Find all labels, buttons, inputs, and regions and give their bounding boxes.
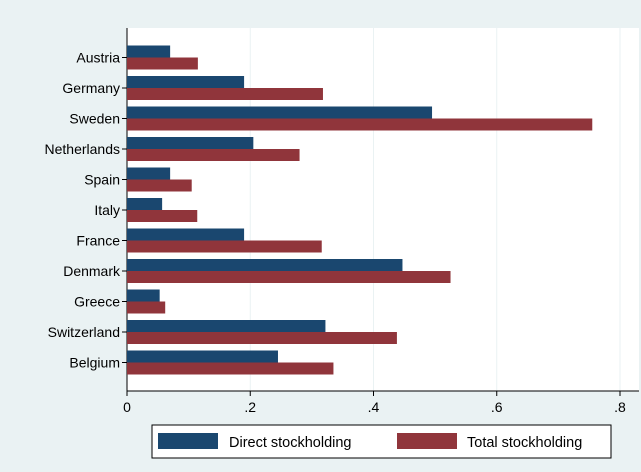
legend: Direct stockholding Total stockholding: [151, 424, 612, 459]
x-tick-label: .8: [614, 399, 626, 415]
bar-total-stockholding-netherlands: [127, 149, 300, 161]
bar-total-stockholding-switzerland: [127, 332, 397, 344]
category-label-greece: Greece: [74, 294, 120, 310]
x-tick-label: 0: [123, 399, 131, 415]
category-label-italy: Italy: [94, 202, 120, 218]
bar-total-stockholding-spain: [127, 179, 192, 192]
bar-direct-stockholding-switzerland: [127, 320, 326, 332]
bar-direct-stockholding-denmark: [127, 259, 403, 271]
legend-swatch-total: [397, 433, 457, 449]
legend-box: [151, 424, 612, 459]
bar-total-stockholding-greece: [127, 301, 166, 314]
category-label-austria: Austria: [76, 50, 120, 66]
bar-total-stockholding-belgium: [127, 362, 334, 375]
bar-total-stockholding-germany: [127, 88, 323, 100]
category-label-switzerland: Switzerland: [48, 324, 120, 340]
bar-direct-stockholding-belgium: [127, 350, 278, 363]
bar-direct-stockholding-italy: [127, 198, 163, 210]
category-label-spain: Spain: [84, 172, 120, 188]
bar-direct-stockholding-germany: [127, 76, 245, 88]
x-tick-label: .6: [491, 399, 503, 415]
bar-total-stockholding-austria: [127, 57, 198, 70]
category-label-germany: Germany: [62, 80, 120, 96]
bars: [127, 45, 593, 375]
bar-direct-stockholding-spain: [127, 167, 171, 180]
bar-total-stockholding-denmark: [127, 271, 451, 283]
category-labels: Austria Germany Sweden Netherlands Spain Ital…: [45, 50, 127, 371]
x-tick-label: .2: [244, 399, 256, 415]
category-label-france: France: [76, 233, 120, 249]
bar-direct-stockholding-austria: [127, 45, 171, 58]
legend-swatch-direct: [158, 433, 218, 449]
legend-label-direct: Direct stockholding: [229, 435, 352, 451]
category-label-belgium: Belgium: [69, 355, 120, 371]
x-axis-ticks: 0 .2 .4 .6 .8: [123, 391, 626, 415]
bar-direct-stockholding-netherlands: [127, 137, 254, 149]
bar-direct-stockholding-sweden: [127, 106, 433, 119]
bar-total-stockholding-sweden: [127, 118, 593, 131]
bar-direct-stockholding-greece: [127, 289, 160, 302]
category-label-denmark: Denmark: [63, 263, 121, 279]
bar-total-stockholding-france: [127, 240, 322, 253]
x-tick-label: .4: [368, 399, 380, 415]
category-label-netherlands: Netherlands: [45, 141, 121, 157]
bar-total-stockholding-italy: [127, 210, 198, 222]
category-label-sweden: Sweden: [69, 111, 120, 127]
legend-label-total: Total stockholding: [467, 435, 582, 451]
bar-direct-stockholding-france: [127, 228, 245, 241]
